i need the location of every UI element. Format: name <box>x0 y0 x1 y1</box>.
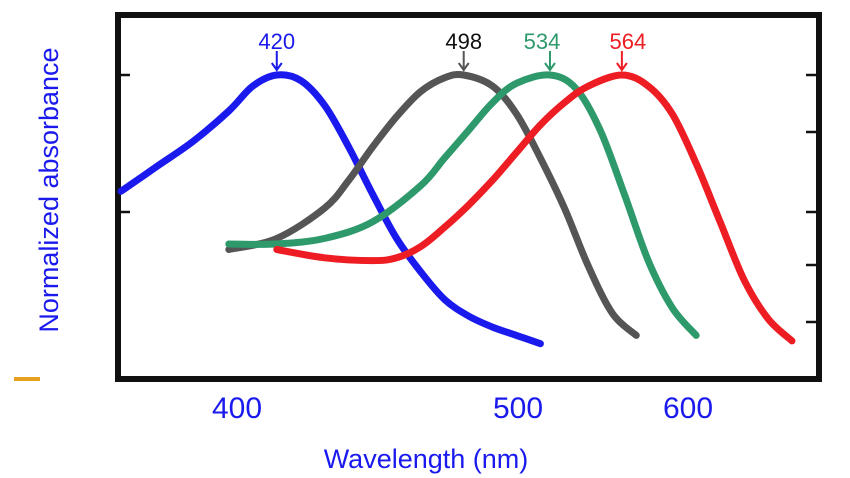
x-axis-title: Wavelength (nm) <box>324 444 529 474</box>
series-line-l-cone <box>273 71 796 345</box>
peak-markers: 420 498 534 564 <box>258 29 647 72</box>
peak-arrow-534 <box>544 51 556 72</box>
series-line-s-cone <box>117 71 544 348</box>
x-tick-label-500: 500 <box>493 392 543 425</box>
series-line-rod <box>225 70 640 339</box>
peak-label-498: 498 <box>445 29 482 54</box>
plot-frame <box>115 12 822 382</box>
series-layer <box>117 70 796 348</box>
series-line-m-cone <box>225 71 700 339</box>
x-tick-label-400: 400 <box>212 392 262 425</box>
right-axis-ticks <box>806 73 818 324</box>
peak-arrow-420 <box>270 51 283 72</box>
y-axis-title: Normalized absorbance <box>34 47 64 332</box>
left-axis-ticks <box>118 73 130 214</box>
legend-marker <box>14 377 40 381</box>
peak-label-534: 534 <box>524 29 561 54</box>
peak-arrow-564 <box>616 51 628 72</box>
peak-label-564: 564 <box>610 29 647 54</box>
peak-arrow-498 <box>457 51 470 72</box>
x-tick-label-600: 600 <box>663 392 713 425</box>
peak-label-420: 420 <box>258 29 295 54</box>
